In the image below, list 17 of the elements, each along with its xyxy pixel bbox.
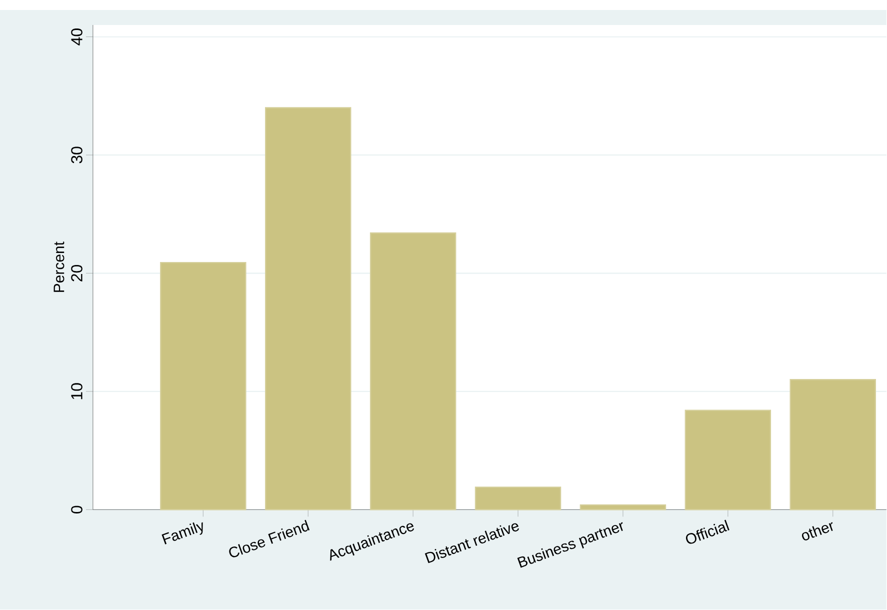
y-tick-label: 10: [71, 383, 82, 400]
bar: [790, 379, 876, 510]
bar: [160, 262, 246, 510]
x-tick-label: Official: [686, 520, 730, 544]
y-tick-label: 40: [71, 28, 82, 46]
y-tick-label: 20: [71, 265, 82, 282]
x-tick-label: Close Friend: [229, 520, 310, 558]
x-tick-label: other: [802, 522, 833, 541]
bar: [264, 107, 352, 510]
y-tick-label: 0: [71, 506, 82, 514]
bar: [684, 410, 772, 510]
bar: [370, 232, 456, 510]
bar: [580, 504, 666, 510]
y-axis-title: Percent: [54, 242, 64, 292]
y-tick-label: 30: [71, 146, 82, 164]
bar: [474, 486, 562, 510]
x-tick-label: Family: [162, 522, 203, 545]
